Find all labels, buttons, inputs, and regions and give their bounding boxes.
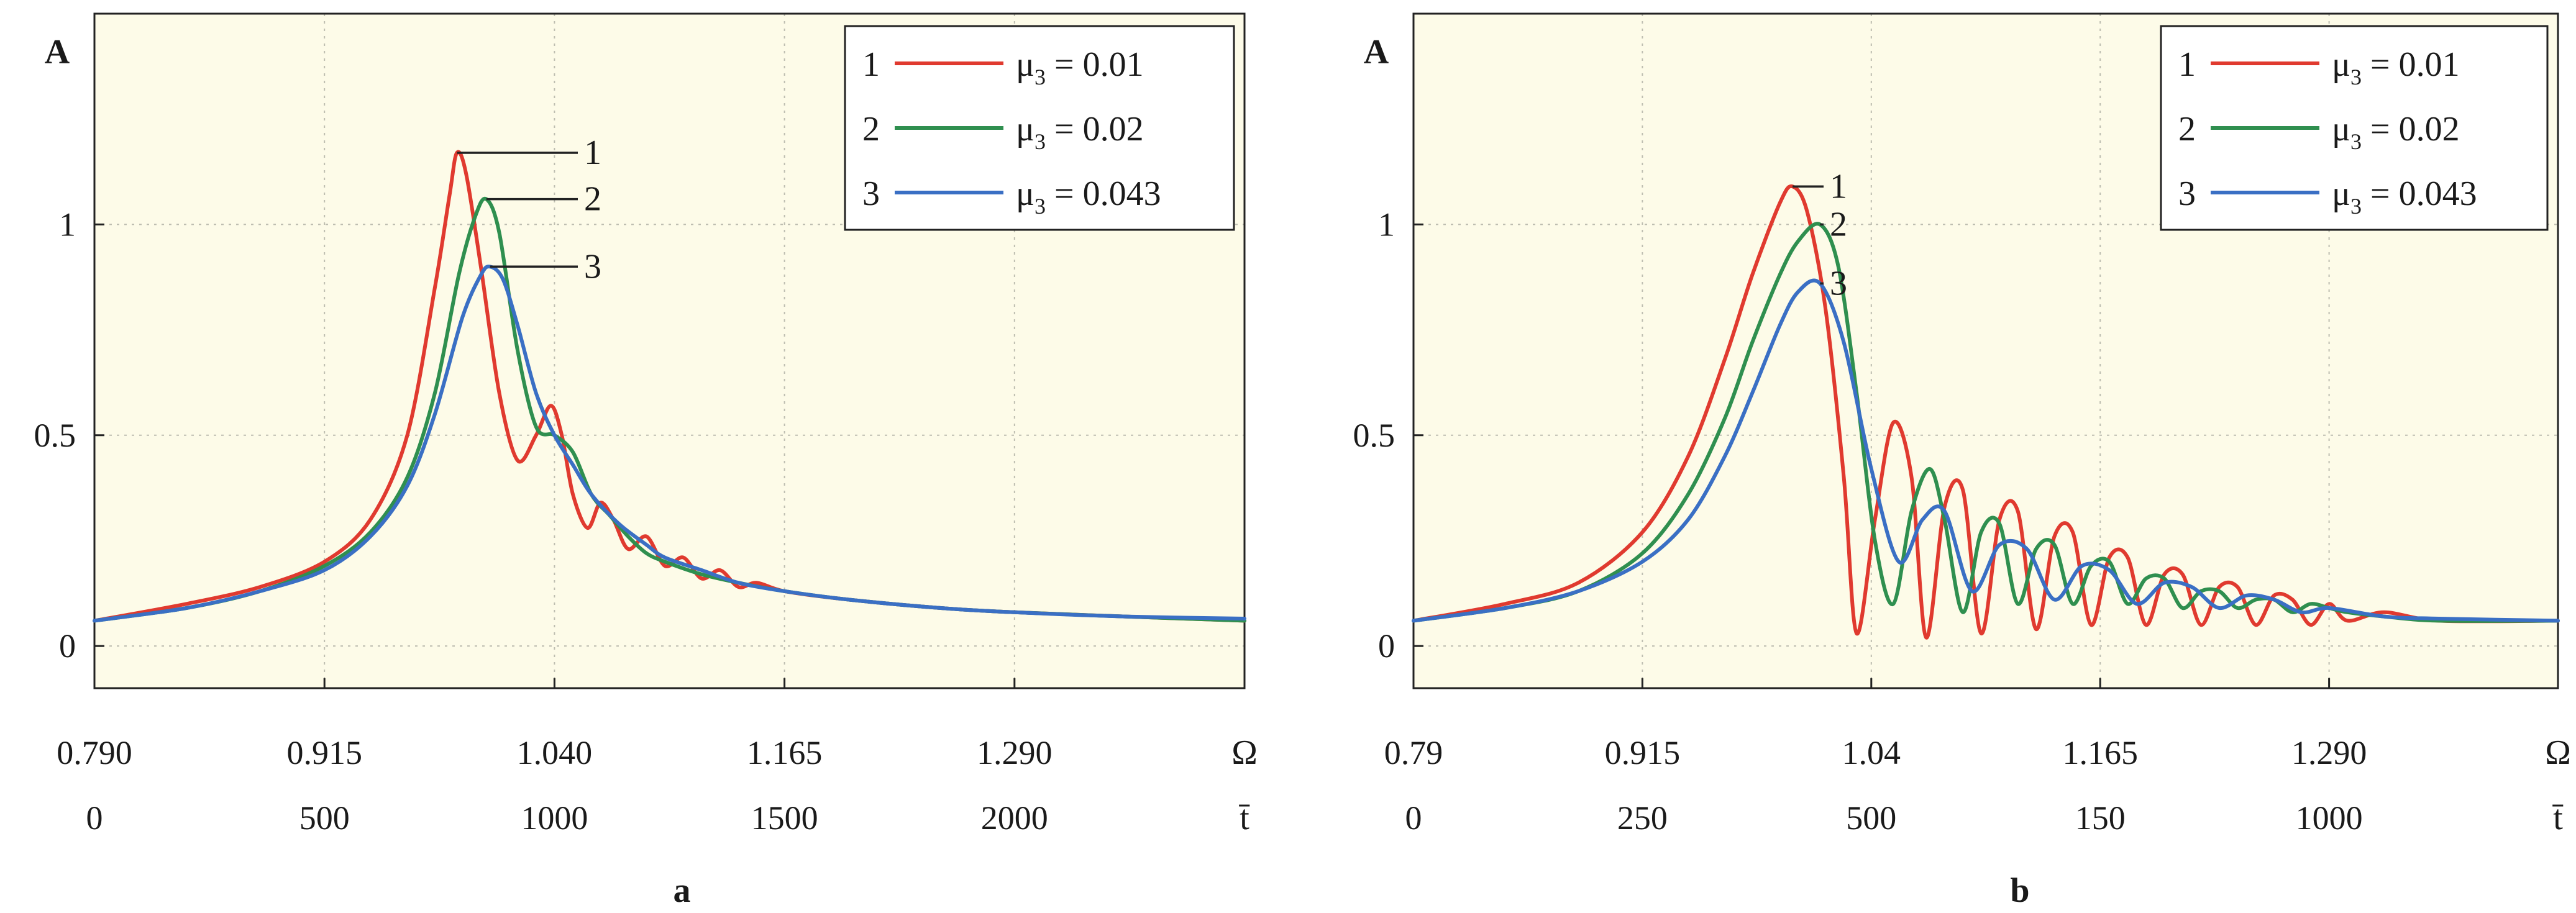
x-tick-label: 1.290 [977,734,1053,771]
legend-number: 3 [2178,175,2196,213]
curve-label-1: 1 [584,134,601,172]
legend-number: 2 [2178,110,2196,148]
y-tick-label: 0.5 [34,417,76,454]
series-line-1 [1412,184,2560,640]
x-axis-label-omega: Ω [2545,734,2571,772]
t-tick-label: 2000 [981,799,1048,837]
x-tick-label: 0.790 [57,734,132,771]
t-tick-label: 250 [1617,799,1668,837]
legend-number: 1 [862,45,880,84]
panel-label: a [674,871,691,910]
x-axis-label-omega: Ω [1231,734,1258,772]
legend-number: 3 [862,175,880,213]
t-tick-label: 1000 [2296,799,2363,837]
series-line-3 [93,265,1246,623]
legend-label: μ3 = 0.01 [1016,45,1144,89]
plot-frame [1412,12,2559,689]
plot-frame [93,12,1246,689]
x-tick-label: 0.915 [286,734,362,771]
t-tick-label: 150 [2075,799,2126,837]
y-tick-label: 1 [59,206,76,243]
curve-label-3: 3 [1830,264,1847,302]
x-tick-label: 1.290 [2291,734,2367,771]
legend-number: 2 [862,110,880,148]
x-tick-label: 0.915 [1605,734,1681,771]
x-axis-label-t: t̄ [2552,799,2564,837]
x-tick-label: 1.04 [1842,734,1901,771]
x-tick-label: 0.79 [1384,734,1443,771]
legend-label: μ3 = 0.043 [1016,175,1161,219]
t-tick-label: 500 [299,799,350,837]
y-tick-label: 0.5 [1353,417,1395,454]
y-axis-label: A [1364,33,1389,71]
legend-label: μ3 = 0.02 [2332,110,2460,154]
t-tick-label: 0 [1405,799,1422,837]
curve-label-2: 2 [1830,205,1847,243]
panel-label: b [2010,871,2029,910]
x-tick-label: 1.040 [517,734,593,771]
curve-label-1: 1 [1830,167,1847,206]
y-tick-label: 0 [59,627,76,665]
legend-label: μ3 = 0.01 [2332,45,2460,89]
t-tick-label: 0 [86,799,103,837]
y-tick-label: 0 [1378,627,1395,665]
legend-label: μ3 = 0.02 [1016,110,1144,154]
x-tick-label: 1.165 [747,734,823,771]
panel-b: 0 0.5 1 A 0.79 0 0.915 250 1.04 500 1.165 150 1.290 1… [1353,12,2571,910]
t-tick-label: 1000 [521,799,588,837]
y-tick-label: 1 [1378,206,1395,243]
panel-a: 0 0.5 1 A 0.790 0 0.915 500 1.040 1000 1.165 1500 1.… [34,12,1258,910]
legend-number: 1 [2178,45,2196,84]
x-axis-label-t: t̄ [1239,799,1250,837]
legend-label: μ3 = 0.043 [2332,175,2477,219]
t-tick-label: 1500 [751,799,818,837]
t-tick-label: 500 [1846,799,1896,837]
y-axis-label: A [45,33,70,71]
curve-label-3: 3 [584,247,601,286]
series-line-3 [1412,278,2560,623]
curve-label-2: 2 [584,180,601,219]
x-tick-label: 1.165 [2062,734,2138,771]
